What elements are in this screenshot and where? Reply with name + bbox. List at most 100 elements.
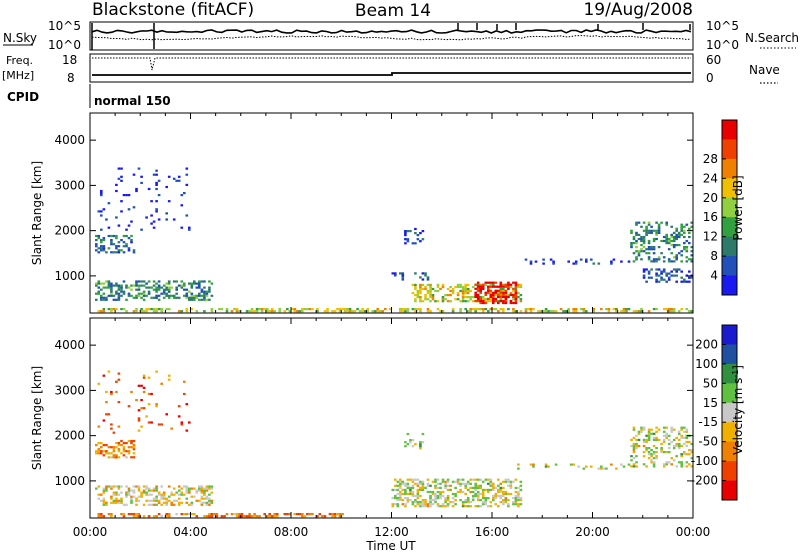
power-cell [208,286,211,289]
velocity-cell [509,480,513,483]
velocity-cell [185,489,189,492]
power-cell [549,310,553,313]
velocity-cell [208,487,211,490]
power-cell [177,179,181,182]
velocity-cell [298,513,302,516]
velocity-cell [97,448,101,451]
power-cell [667,310,671,313]
power-cell [537,310,540,313]
velocity-cell [215,513,219,516]
velocity-cell [97,450,101,453]
velocity-cell [120,501,123,504]
velocity-cell [137,419,141,422]
velocity-cell [198,485,201,488]
power-cell [205,290,209,293]
power-cell [645,280,648,283]
velocity-cell [632,447,636,450]
velocity-cell [183,392,186,396]
velocity-cell [411,490,415,494]
power-cell [95,234,98,238]
velocity-cell [122,448,126,451]
freq-traces [92,57,691,76]
power-cell [509,292,513,295]
power-cell [130,234,133,238]
power-cell [406,310,410,313]
velocity-cell [657,428,661,431]
velocity-cell [145,499,148,502]
power-cell [660,239,663,243]
velocity-cell [471,486,475,489]
velocity-cell [683,430,686,433]
power-cell [208,280,211,283]
velocity-cell [429,497,432,500]
velocity-cell [170,501,173,504]
velocity-cell [497,505,500,508]
power-cell [507,287,510,290]
power-cell [140,228,143,231]
power-cell [497,300,500,303]
velocity-cell [117,444,121,447]
power-cell [479,299,482,303]
velocity-cell [105,485,108,488]
velocity-cell [399,480,402,483]
power-cell [183,294,186,297]
velocity-cell [205,515,209,518]
power-cell [122,251,126,254]
velocity-cell [100,450,103,453]
x-tick-label: 04:00 [173,525,208,539]
velocity-cell [660,447,663,450]
velocity-cell [240,513,244,516]
velocity-cell [650,453,653,456]
velocity-cell [479,492,482,496]
velocity-cell [444,505,447,508]
velocity-cell [97,513,101,516]
x-tick-label: 08:00 [274,525,309,539]
power-cell [336,308,339,311]
velocity-cell [469,478,472,481]
velocity-cell [461,505,465,508]
power-cell [607,308,611,311]
velocity-cell [647,447,651,450]
power-cell [160,308,163,311]
power-cell [220,308,224,311]
velocity-cell [235,515,239,518]
velocity-cell [318,513,322,516]
power-cell [690,258,694,261]
power-cell [180,204,184,207]
velocity-cell [404,505,407,508]
velocity-cell [424,503,427,506]
power-cell [419,289,422,293]
velocity-cell [434,478,437,481]
power-cell [165,218,168,221]
velocity-cell [399,497,402,500]
velocity-cell [474,486,477,489]
velocity-cell [107,370,111,373]
velocity-cell [635,447,638,450]
power-cell [642,268,646,271]
velocity-cell [120,439,123,443]
velocity-cell [647,451,651,454]
power-cell [489,298,493,301]
power-cell [492,283,495,286]
power-cell [479,285,482,288]
velocity-cell [434,499,437,502]
velocity-cell [517,494,520,498]
velocity-cell [399,499,402,502]
power-cell [655,268,658,271]
power-cell [195,294,199,297]
power-cell [451,308,455,311]
power-cell [293,308,297,311]
power-cell [125,234,128,238]
power-cell [625,308,628,311]
x-tick-label: 16:00 [475,525,510,539]
velocity-cell [454,499,457,502]
velocity-cell [404,482,407,485]
velocity-cell [414,443,417,446]
power-cell [492,293,495,296]
power-cell [167,175,171,178]
velocity-cell [273,515,276,518]
velocity-cell [401,488,405,491]
power-cell [667,260,671,263]
velocity-cell [436,497,440,500]
velocity-cell [507,480,510,483]
